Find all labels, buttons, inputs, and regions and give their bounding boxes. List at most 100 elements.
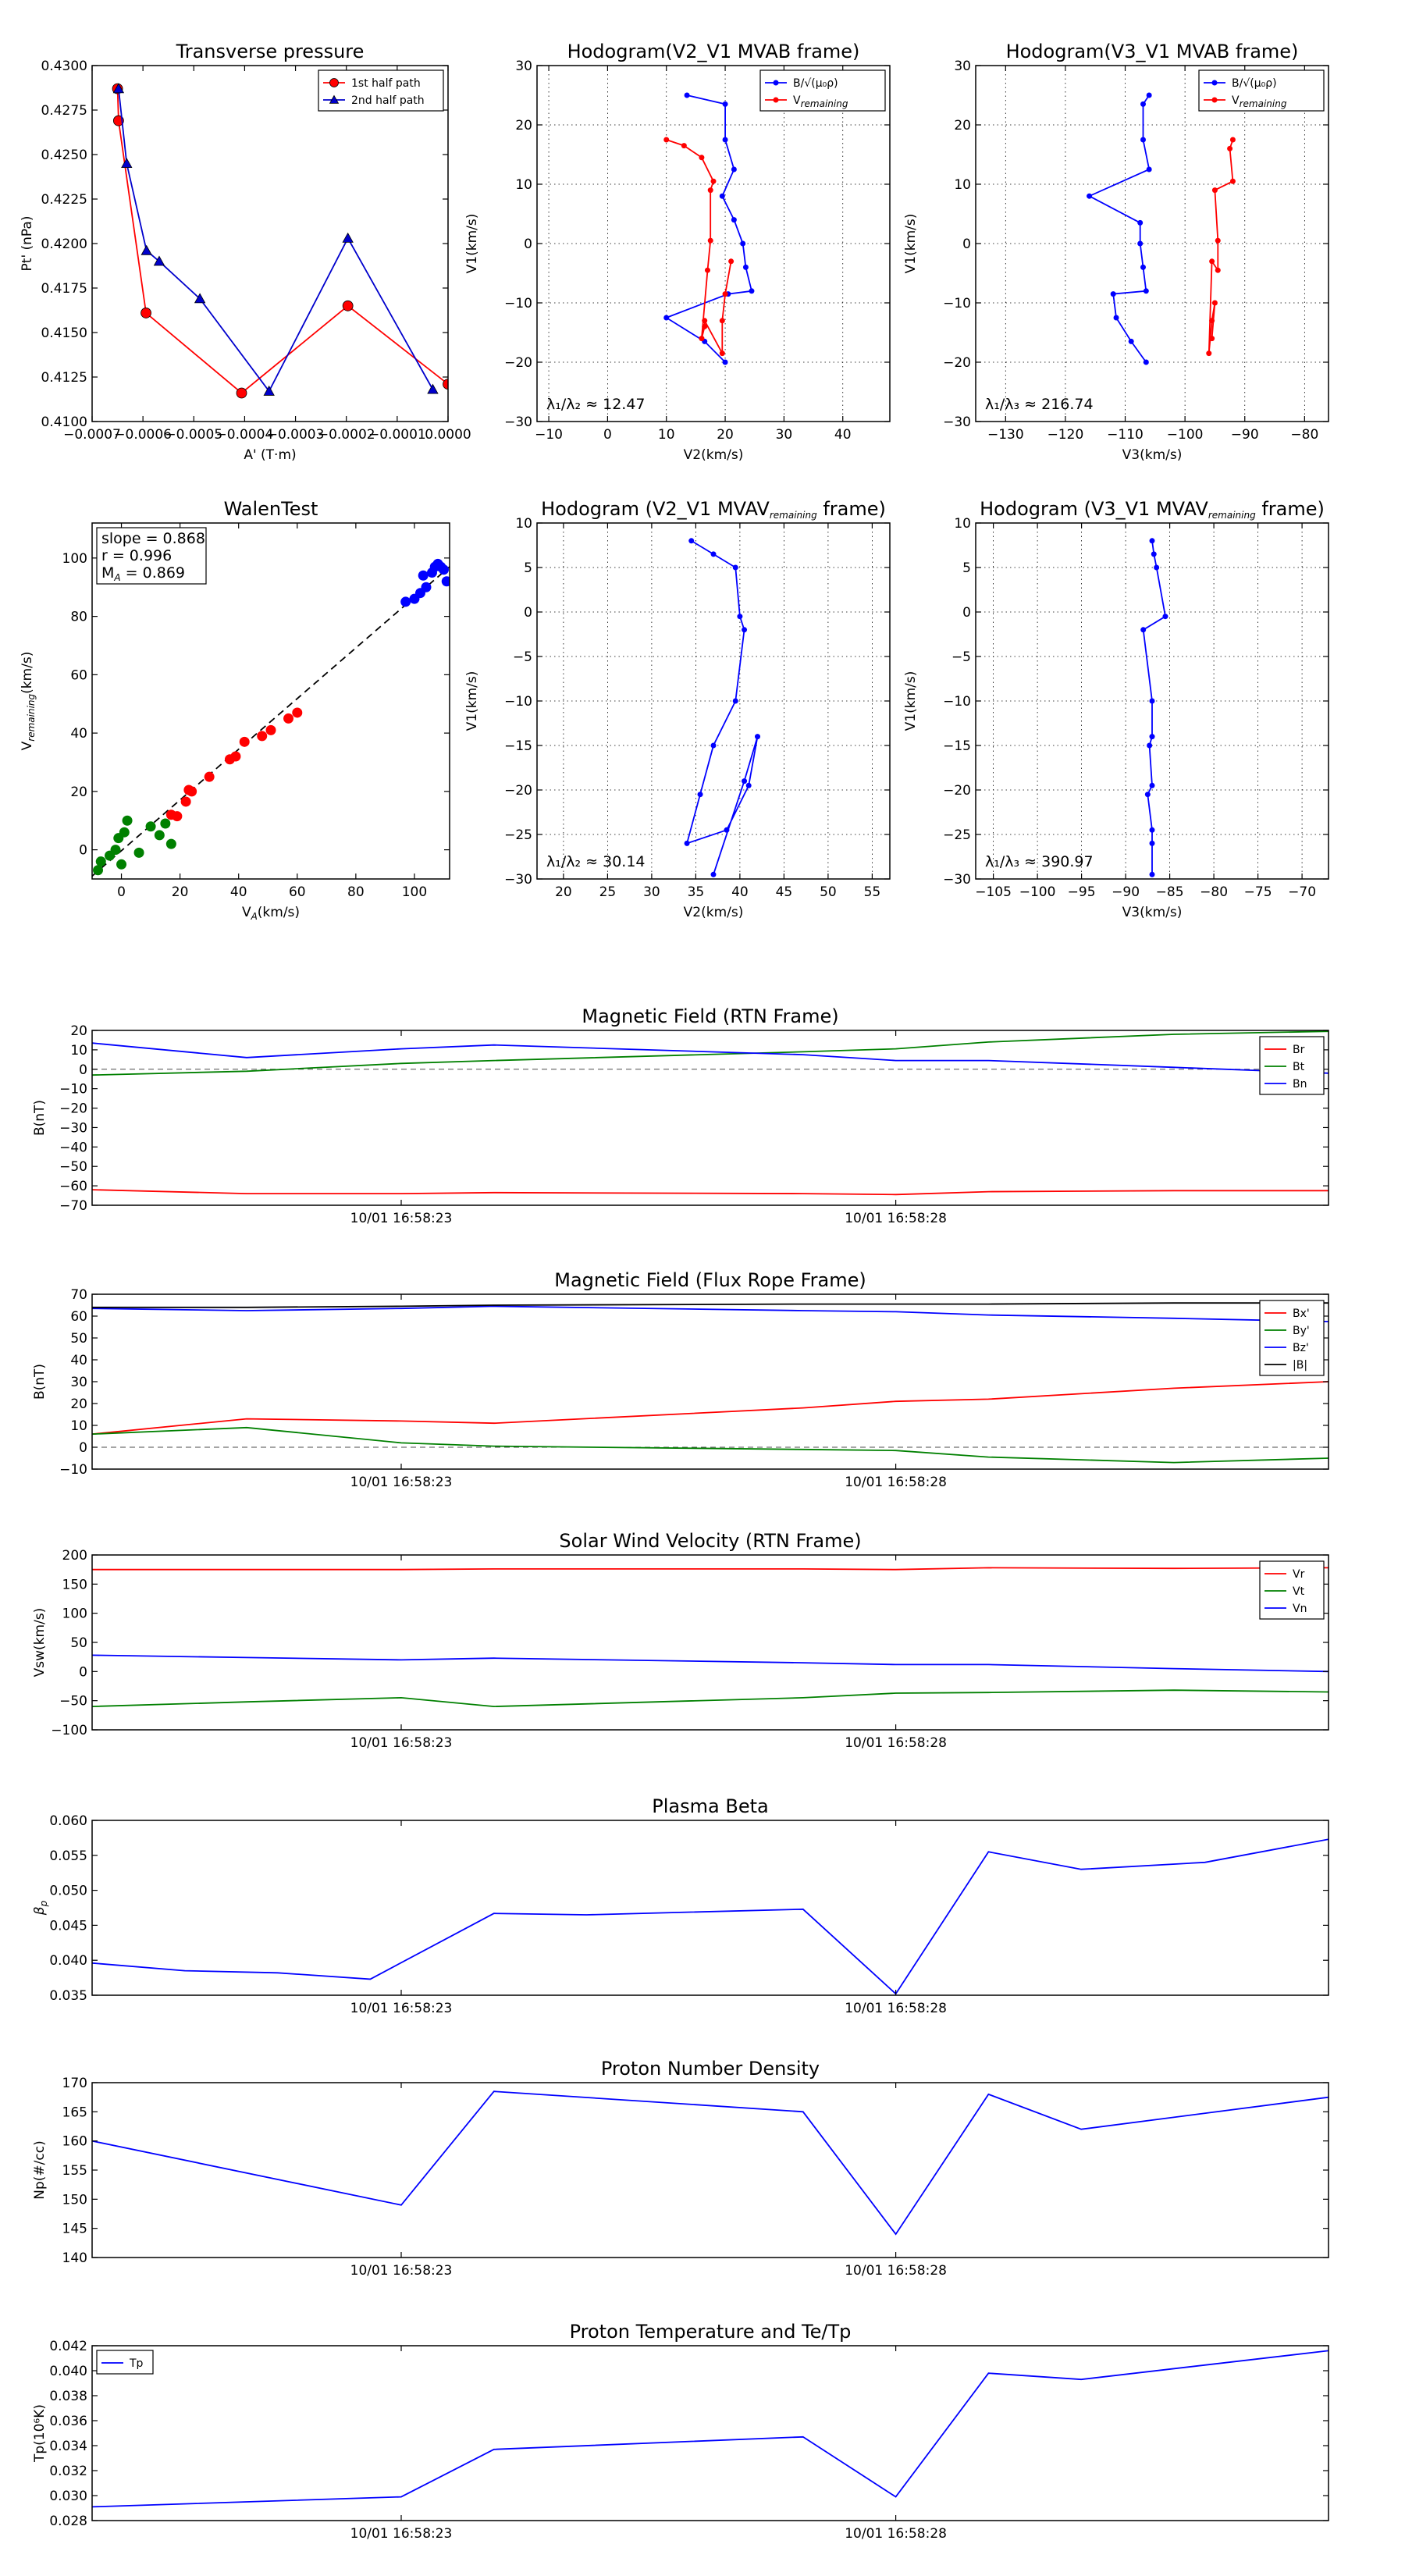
legend-label: B/√(μ₀ρ)	[1232, 77, 1277, 90]
x-tick-label: 25	[599, 884, 617, 900]
series-b--point	[1113, 315, 1119, 321]
series-v-remaining-point	[1215, 267, 1221, 273]
y-tick-label: −30	[504, 415, 532, 430]
legend-label: Bn	[1293, 1078, 1307, 1091]
series-v-remaining-point	[1149, 827, 1155, 833]
series-v-remaining-point	[1206, 350, 1212, 357]
y-tick-label: 30	[70, 1375, 87, 1390]
series-y-component-point	[145, 821, 156, 832]
plot-area	[92, 2350, 1329, 2508]
y-tick-label: 165	[62, 2105, 87, 2120]
series-y-component-point	[122, 815, 133, 826]
y-tick-label: −30	[943, 872, 971, 888]
x-tick-label: 10/01 16:58:28	[845, 2001, 947, 2016]
chart-walen: 0 20 40 60 80 100 0 20 40 60 80 100 WalenTest VA(km/s…	[20, 498, 450, 922]
x-tick-label: 30	[643, 884, 660, 900]
x-tick-label: −100	[1167, 427, 1204, 443]
series-b--point	[1146, 92, 1152, 98]
annotation-ratio: λ₁/λ₃ ≈ 216.74	[985, 396, 1094, 413]
series-v-remaining-point	[663, 137, 670, 143]
y-tick-label: 0.4225	[41, 192, 87, 208]
y-tick-label: 145	[62, 2222, 87, 2237]
y-axis-label: B(nT)	[32, 1100, 48, 1136]
legend-marker	[329, 94, 340, 104]
y-tick-label: −15	[943, 738, 971, 754]
y-tick-label: 10	[515, 177, 532, 193]
x-tick-label: −10	[535, 427, 563, 443]
y-tick-label: 0.055	[49, 1848, 87, 1864]
y-tick-label: −10	[59, 1082, 87, 1098]
y-tick-label: 150	[62, 2192, 87, 2208]
series-v-remaining-point	[732, 564, 738, 571]
series-v-remaining-point	[1149, 538, 1155, 544]
y-tick-label: −20	[943, 355, 971, 371]
legend-label: Bz'	[1293, 1342, 1309, 1354]
x-tick-label: −85	[1156, 884, 1184, 900]
series-v-remaining-point	[702, 318, 708, 324]
x-tick-label: 100	[402, 884, 427, 900]
chart-hodo_v3v1: −130 −120 −110 −100 −90 −80−30−20−100102030Ho…	[903, 41, 1329, 463]
y-tick-label: 0.038	[49, 2389, 87, 2404]
x-tick-label: 10/01 16:58:23	[350, 2526, 453, 2542]
series-b--point	[1140, 264, 1147, 270]
legend-marker	[1211, 80, 1218, 86]
y-tick-label: −30	[943, 415, 971, 430]
chart-title: Transverse pressure	[176, 41, 365, 62]
y-tick-label: 20	[70, 1023, 87, 1039]
x-tick-label: 10	[658, 427, 675, 443]
series-v-remaining-point	[1211, 300, 1218, 306]
x-axis-label: A' (T·m)	[244, 447, 296, 463]
y-tick-label: 20	[70, 785, 87, 800]
x-tick-label: −0.0005	[165, 427, 222, 443]
y-tick-label: 0	[79, 1664, 87, 1680]
y-tick-label: 0	[79, 1440, 87, 1456]
x-tick-label: −0.0002	[318, 427, 375, 443]
y-tick-label: 100	[62, 551, 87, 567]
series-2nd-half-path-point	[140, 244, 152, 255]
y-tick-label: 10	[515, 516, 532, 532]
chart-mag_rtn: 10/01 16:58:23 10/01 16:58:28 −70 −60 −50 −40…	[32, 1005, 1329, 1226]
series-by--line	[92, 1426, 1329, 1464]
x-tick-label: −95	[1068, 884, 1096, 900]
x-tick-label: 80	[347, 884, 365, 900]
axes-frame	[91, 522, 450, 880]
x-tick-label: 30	[776, 427, 793, 443]
series-z-component-point	[421, 582, 432, 592]
y-tick-label: −30	[59, 1120, 87, 1136]
x-tick-label: −120	[1048, 427, 1084, 443]
legend-label: Vt	[1293, 1585, 1305, 1598]
y-tick-label: −100	[51, 1723, 87, 1738]
series-b--point	[749, 288, 755, 294]
y-tick-label: 0.4275	[41, 103, 87, 119]
axes-frame	[91, 1820, 1329, 1996]
y-tick-label: 60	[70, 667, 87, 683]
y-tick-label: 10	[70, 1043, 87, 1059]
y-axis-label: B(nT)	[32, 1364, 48, 1400]
y-tick-label: 0.032	[49, 2464, 87, 2479]
y-tick-label: 0	[962, 237, 971, 252]
y-tick-label: −10	[943, 694, 971, 710]
series-v-remaining-point	[1162, 614, 1168, 620]
series-np-line	[92, 2090, 1329, 2236]
y-tick-label: 30	[954, 59, 971, 74]
x-axis-label: V3(km/s)	[1122, 447, 1183, 463]
series-v-remaining-point	[722, 291, 728, 297]
series--p-line	[92, 1838, 1329, 1995]
series-v-remaining-point	[1140, 627, 1147, 633]
y-tick-label: −15	[504, 738, 532, 754]
chart-title: Magnetic Field (Flux Rope Frame)	[554, 1269, 866, 1291]
chart-title: Hodogram(V2_V1 MVAB frame)	[567, 41, 860, 62]
plot-area	[92, 1302, 1329, 1464]
y-tick-label: −25	[504, 827, 532, 843]
legend-label: Vremaining	[1232, 94, 1287, 109]
x-tick-label: 10/01 16:58:28	[845, 2526, 947, 2542]
series-v-remaining-point	[684, 840, 690, 846]
y-tick-label: 5	[524, 560, 532, 576]
y-tick-label: −20	[59, 1101, 87, 1117]
series-z-component-point	[400, 596, 411, 607]
series-bn-line	[92, 1042, 1329, 1074]
legend-label: Tp	[129, 2357, 144, 2370]
x-tick-label: −100	[1019, 884, 1056, 900]
plot-area	[684, 538, 760, 877]
y-axis-label: Np(#/cc)	[32, 2140, 48, 2199]
